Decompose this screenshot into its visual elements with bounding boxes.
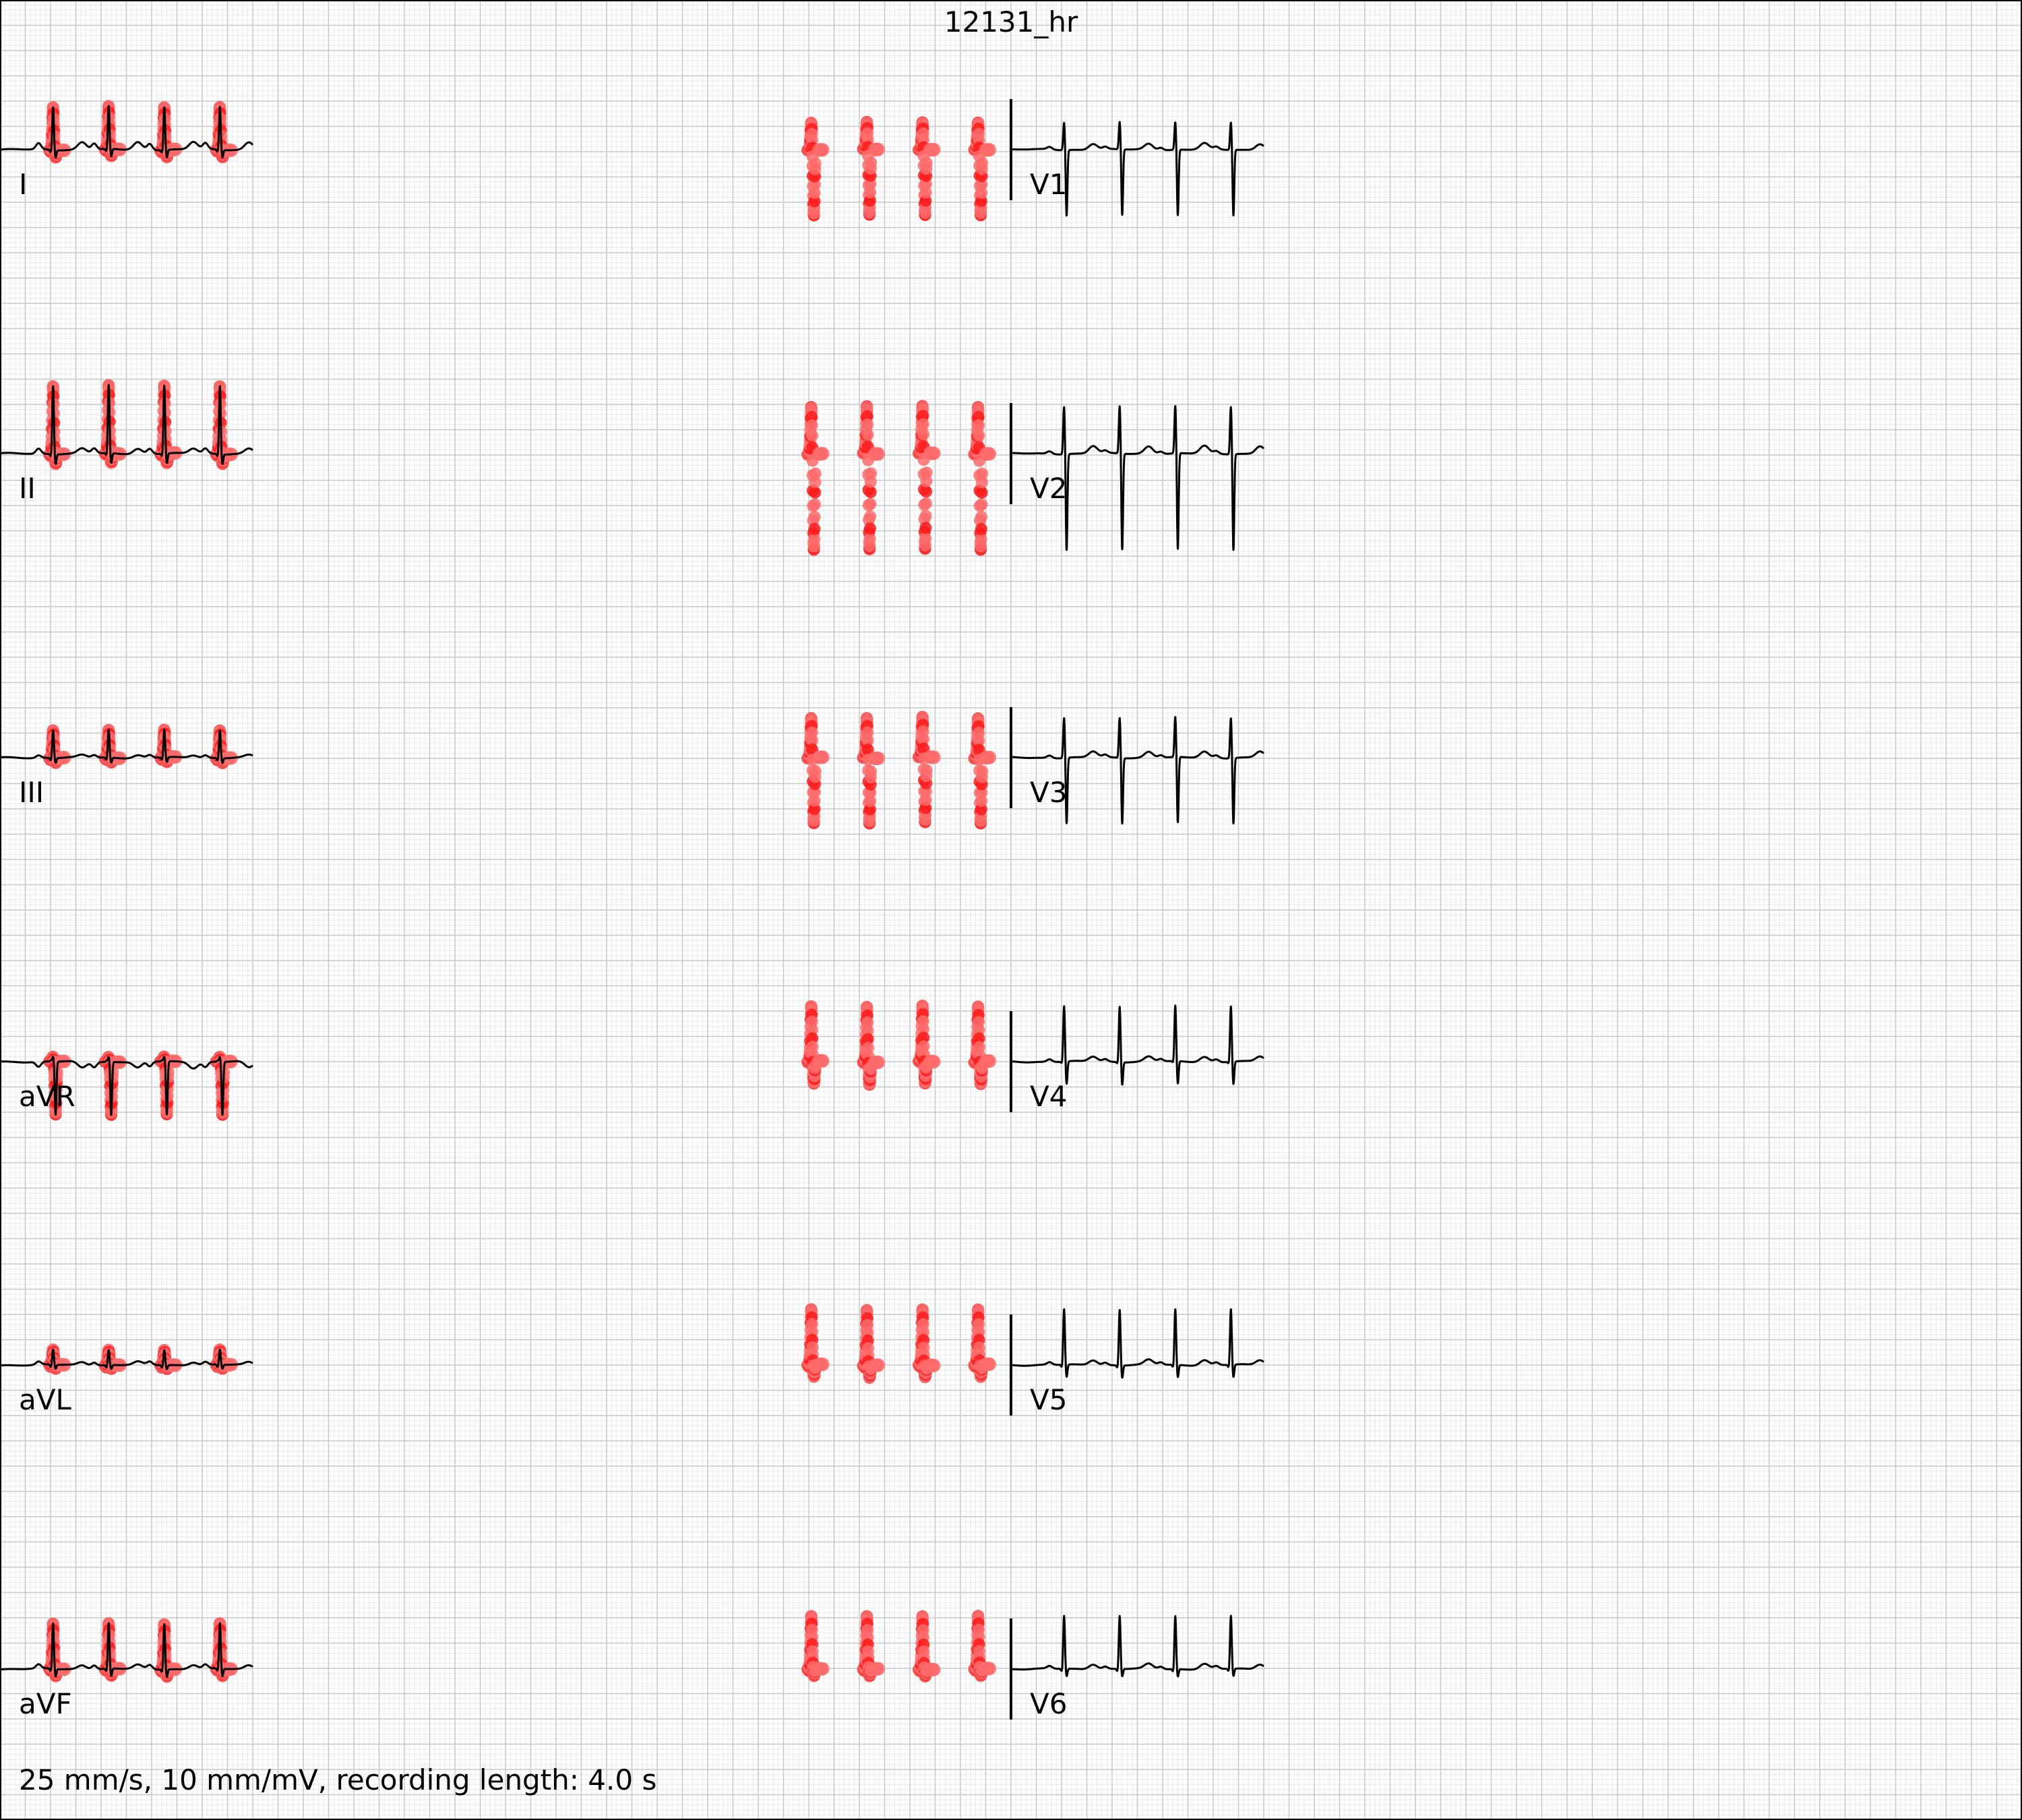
qrs-marker-v4-3 — [913, 1000, 941, 1090]
lead-v1: V1 — [801, 99, 1265, 222]
lead-label-v4: V4 — [1030, 1080, 1067, 1113]
qrs-marker-v1-4 — [968, 117, 997, 222]
trace-v3 — [1010, 716, 1265, 825]
qrs-marker-v6-4 — [968, 1610, 997, 1682]
qrs-marker-v3-1 — [801, 712, 830, 830]
qrs-marker-v3-3 — [913, 710, 941, 828]
lead-avf: aVF — [0, 1617, 254, 1720]
qrs-marker-v1-2 — [857, 116, 886, 221]
lead-i: I — [0, 100, 254, 201]
qrs-marker-v4-2 — [857, 1001, 886, 1091]
qrs-marker-v1-3 — [913, 116, 941, 221]
qrs-marker-v3-2 — [857, 712, 886, 830]
lead-label-iii: III — [19, 776, 44, 809]
trace-iii — [0, 728, 254, 764]
trace-avr — [0, 1056, 254, 1116]
trace-ii — [0, 384, 254, 465]
lead-avl: aVL — [0, 1343, 254, 1416]
qrs-marker-v1-1 — [801, 117, 830, 222]
qrs-marker-v2-3 — [913, 400, 941, 555]
lead-label-ii: II — [19, 472, 36, 505]
lead-label-v5: V5 — [1030, 1383, 1067, 1416]
lead-v4: V4 — [801, 1000, 1265, 1113]
qrs-marker-v2-1 — [801, 401, 830, 556]
qrs-marker-v6-3 — [913, 1610, 941, 1682]
trace-avf — [0, 1622, 254, 1678]
trace-v2 — [1010, 404, 1265, 551]
recording-info: 25 mm/s, 10 mm/mV, recording length: 4.0… — [19, 1763, 656, 1796]
lead-v2: V2 — [801, 400, 1265, 556]
trace-v6 — [1010, 1614, 1265, 1678]
lead-label-v6: V6 — [1030, 1687, 1067, 1720]
qrs-marker-v5-1 — [801, 1303, 830, 1383]
lead-label-avr: aVR — [19, 1080, 75, 1113]
lead-v6: V6 — [801, 1610, 1265, 1720]
lead-label-avl: aVL — [19, 1383, 71, 1416]
lead-ii: II — [0, 379, 254, 505]
trace-avl — [0, 1348, 254, 1370]
qrs-marker-v6-1 — [801, 1610, 830, 1682]
lead-label-v3: V3 — [1030, 776, 1067, 809]
qrs-marker-v2-2 — [857, 400, 886, 555]
lead-v5: V5 — [801, 1303, 1265, 1416]
lead-v3: V3 — [801, 707, 1265, 830]
lead-label-v1: V1 — [1030, 168, 1067, 201]
qrs-marker-v2-4 — [968, 401, 997, 556]
lead-label-i: I — [19, 168, 27, 201]
qrs-marker-v4-4 — [968, 1000, 997, 1091]
chart-title: 12131_hr — [944, 5, 1078, 38]
qrs-marker-v3-4 — [968, 712, 997, 830]
lead-label-v2: V2 — [1030, 472, 1067, 505]
trace-i — [0, 104, 254, 159]
qrs-marker-v4-1 — [801, 1000, 830, 1090]
qrs-marker-v5-3 — [913, 1303, 941, 1383]
trace-v4 — [1010, 1004, 1265, 1086]
lead-avr: aVR — [0, 1050, 254, 1121]
lead-label-avf: aVF — [19, 1687, 72, 1720]
qrs-marker-v5-4 — [968, 1303, 997, 1383]
trace-v1 — [1010, 121, 1265, 217]
trace-v5 — [1010, 1308, 1265, 1379]
qrs-marker-v5-2 — [857, 1304, 886, 1384]
lead-iii: III — [0, 723, 254, 809]
qrs-marker-v6-2 — [857, 1610, 886, 1682]
